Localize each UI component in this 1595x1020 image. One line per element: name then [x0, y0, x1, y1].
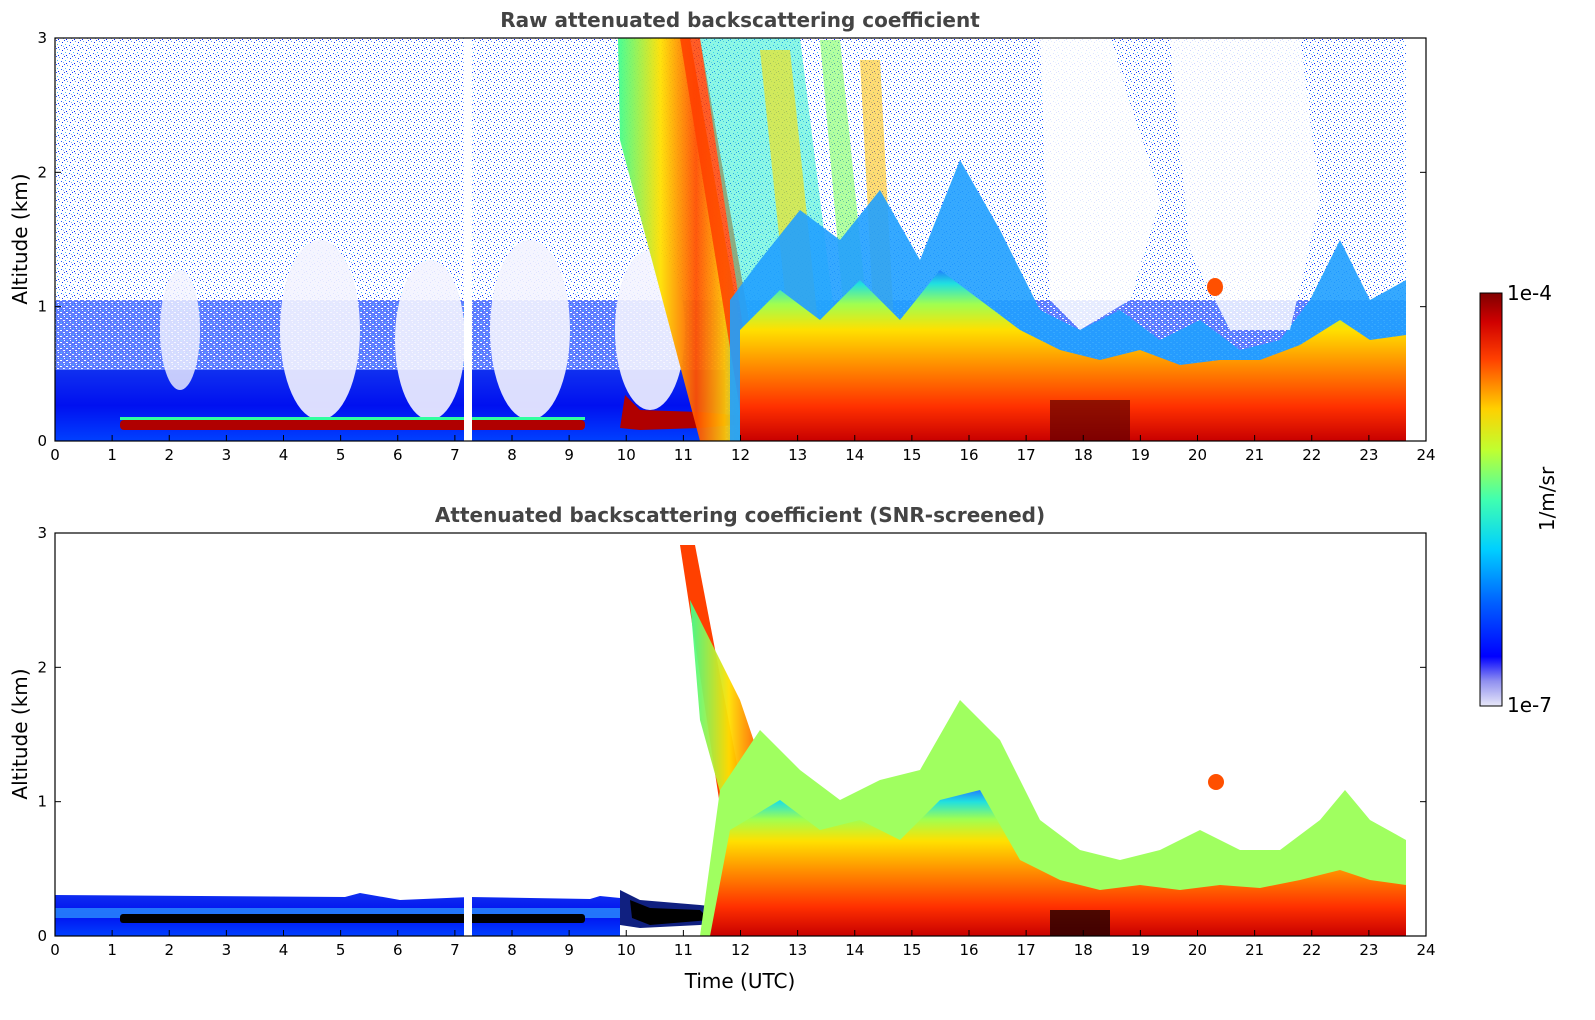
- x-tick-label-raw-12: 12: [731, 446, 750, 464]
- x-tick-label-screened-21: 21: [1245, 941, 1264, 959]
- x-tick-label-screened-1: 1: [107, 941, 117, 959]
- x-tick-label-screened-3: 3: [222, 941, 232, 959]
- x-tick-label-screened-16: 16: [959, 941, 978, 959]
- y-tick-label-raw-3: 3: [37, 29, 47, 47]
- x-tick-label-raw-23: 23: [1359, 446, 1378, 464]
- saturated-layer: [120, 914, 585, 923]
- x-tick-label-screened-4: 4: [279, 941, 289, 959]
- x-tick-label-raw-0: 0: [50, 446, 60, 464]
- x-tick-label-raw-8: 8: [507, 446, 517, 464]
- dense-layer-raw: [120, 420, 585, 430]
- x-tick-label-screened-5: 5: [336, 941, 346, 959]
- x-tick-label-raw-16: 16: [959, 446, 978, 464]
- x-tick-label-screened-24: 24: [1416, 941, 1435, 959]
- x-tick-label-raw-2: 2: [164, 446, 174, 464]
- y-tick-label-raw-1: 1: [37, 298, 47, 316]
- x-tick-label-raw-17: 17: [1017, 446, 1036, 464]
- heatmap-screened: [55, 533, 1426, 936]
- y-axis-label-screened: Altitude (km): [8, 668, 32, 799]
- panel-raw: Raw attenuated backscattering coefficien…: [8, 8, 1436, 464]
- colorbar-unit-label: 1/m/sr: [1535, 466, 1559, 531]
- y-tick-label-screened-3: 3: [37, 524, 47, 542]
- x-tick-label-screened-7: 7: [450, 941, 460, 959]
- x-tick-label-screened-18: 18: [1074, 941, 1093, 959]
- y-axis-screened: 0 1 2 3: [37, 524, 1426, 945]
- x-tick-label-raw-3: 3: [222, 446, 232, 464]
- x-tick-label-screened-14: 14: [845, 941, 864, 959]
- x-tick-label-raw-7: 7: [450, 446, 460, 464]
- y-tick-label-screened-1: 1: [37, 793, 47, 811]
- x-tick-label-screened-13: 13: [788, 941, 807, 959]
- x-tick-label-screened-8: 8: [507, 941, 517, 959]
- x-tick-label-screened-22: 22: [1302, 941, 1321, 959]
- x-tick-label-raw-15: 15: [902, 446, 921, 464]
- x-tick-label-raw-10: 10: [617, 446, 636, 464]
- x-tick-label-screened-19: 19: [1131, 941, 1150, 959]
- x-axis-raw: 0 1 2 3 4 5 6 7 8 9 10 11 12 13 14 15 16 17 18 19 20 21 22 23 24: [50, 435, 1436, 464]
- small-cloud-raw: [1207, 278, 1223, 296]
- heatmap-raw: [55, 38, 1426, 441]
- x-tick-label-screened-0: 0: [50, 941, 60, 959]
- x-tick-label-raw-9: 9: [564, 446, 574, 464]
- y-tick-label-screened-0: 0: [37, 927, 47, 945]
- colorbar-min-label: 1e-7: [1507, 693, 1552, 717]
- y-tick-label-screened-2: 2: [37, 658, 47, 676]
- x-tick-label-raw-24: 24: [1416, 446, 1435, 464]
- x-axis-screened: 0 1 2 3 4 5 6 7 8 9 10 11 12 13 14 15 16 17 18 19 20 21 22 23 24: [50, 930, 1436, 959]
- x-tick-label-screened-2: 2: [164, 941, 174, 959]
- panel-title-raw: Raw attenuated backscattering coefficien…: [500, 8, 980, 32]
- x-tick-label-raw-11: 11: [674, 446, 693, 464]
- y-axis-label-raw: Altitude (km): [8, 173, 32, 304]
- x-tick-label-raw-1: 1: [107, 446, 117, 464]
- x-tick-label-screened-9: 9: [564, 941, 574, 959]
- x-tick-label-raw-20: 20: [1188, 446, 1207, 464]
- x-tick-label-raw-6: 6: [393, 446, 403, 464]
- y-tick-label-raw-2: 2: [37, 163, 47, 181]
- x-tick-label-screened-10: 10: [617, 941, 636, 959]
- x-tick-label-raw-13: 13: [788, 446, 807, 464]
- x-tick-label-raw-21: 21: [1245, 446, 1264, 464]
- x-tick-label-screened-6: 6: [393, 941, 403, 959]
- x-tick-label-raw-5: 5: [336, 446, 346, 464]
- x-tick-label-screened-12: 12: [731, 941, 750, 959]
- x-tick-label-screened-23: 23: [1359, 941, 1378, 959]
- colorbar-scale: [1479, 292, 1503, 707]
- small-cloud-screened: [1208, 774, 1224, 790]
- y-tick-label-raw-0: 0: [37, 432, 47, 450]
- x-tick-label-screened-20: 20: [1188, 941, 1207, 959]
- colorbar: 1e-4 1e-7 1/m/sr: [1479, 281, 1559, 717]
- x-tick-label-raw-22: 22: [1302, 446, 1321, 464]
- x-tick-label-raw-19: 19: [1131, 446, 1150, 464]
- x-tick-label-raw-14: 14: [845, 446, 864, 464]
- y-axis-raw: 0 1 2 3: [37, 29, 1426, 450]
- colorbar-max-label: 1e-4: [1507, 281, 1552, 305]
- panel-screened: Attenuated backscattering coefficient (S…: [8, 503, 1436, 993]
- x-tick-label-screened-11: 11: [674, 941, 693, 959]
- x-tick-label-screened-17: 17: [1017, 941, 1036, 959]
- x-tick-label-raw-4: 4: [279, 446, 289, 464]
- x-axis-label: Time (UTC): [684, 969, 796, 993]
- x-tick-label-raw-18: 18: [1074, 446, 1093, 464]
- x-tick-label-screened-15: 15: [902, 941, 921, 959]
- panel-title-screened: Attenuated backscattering coefficient (S…: [435, 503, 1045, 527]
